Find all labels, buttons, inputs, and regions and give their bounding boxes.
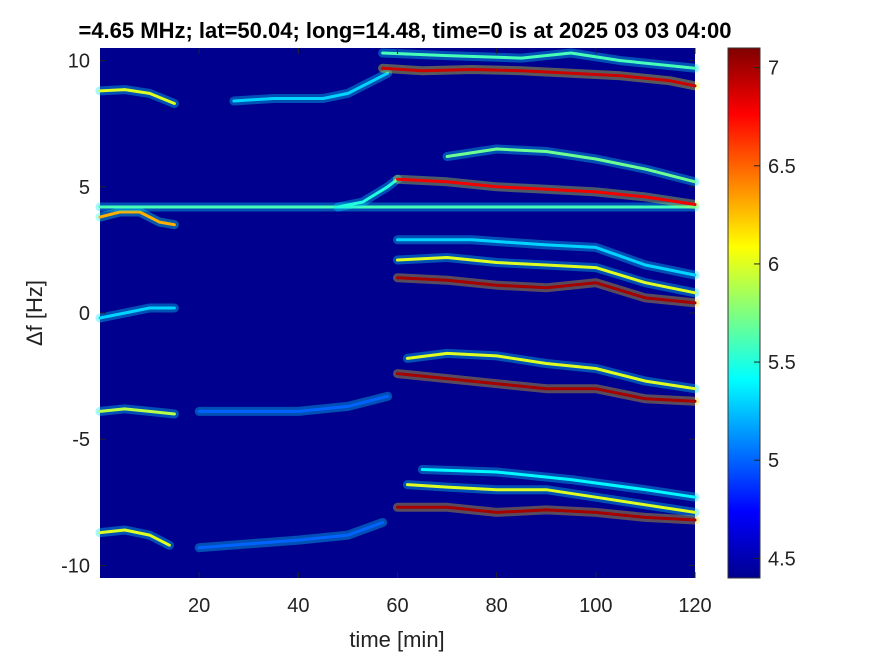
trace-7 bbox=[396, 177, 697, 206]
colorbar-tick-label: 6.5 bbox=[768, 156, 796, 178]
trace-13 bbox=[98, 407, 176, 416]
trace-1 bbox=[232, 71, 390, 103]
trace-8 bbox=[445, 147, 697, 184]
colorbar-tick-label: 6 bbox=[768, 254, 779, 276]
trace-19 bbox=[396, 505, 697, 522]
y-tick-label: -10 bbox=[61, 555, 90, 577]
trace-10 bbox=[396, 276, 697, 305]
y-tick-label: -5 bbox=[72, 429, 90, 451]
trace-17 bbox=[98, 528, 171, 547]
trace-11 bbox=[396, 256, 697, 295]
colorbar-tick-label: 4.5 bbox=[768, 548, 796, 570]
y-axis-ticks: -10 -5 0 5 10 bbox=[61, 51, 695, 577]
x-tick-label: 120 bbox=[678, 595, 711, 617]
colorbar-tick-label: 5 bbox=[768, 450, 779, 472]
y-tick-label: 0 bbox=[79, 303, 90, 325]
colorbar-frame bbox=[727, 47, 761, 579]
trace-9 bbox=[98, 306, 176, 320]
trace-18 bbox=[197, 521, 385, 550]
trace-14 bbox=[197, 394, 390, 413]
trace-15 bbox=[396, 372, 697, 403]
spectrogram-plot bbox=[95, 48, 700, 578]
trace-3 bbox=[381, 51, 697, 70]
x-tick-label: 80 bbox=[486, 595, 508, 617]
x-tick-label: 20 bbox=[188, 595, 210, 617]
colorbar: 4.5 5 5.5 6 6.5 7 bbox=[727, 47, 796, 579]
chart-title: =4.65 MHz; lat=50.04; long=14.48, time=0… bbox=[78, 18, 731, 43]
trace-0 bbox=[98, 88, 176, 105]
colorbar-tick-label: 5.5 bbox=[768, 352, 796, 374]
x-axis-label: time [min] bbox=[349, 627, 444, 652]
plot-background bbox=[100, 48, 695, 578]
x-axis-ticks: 20 40 60 80 100 120 bbox=[188, 48, 712, 617]
trace-20 bbox=[405, 483, 697, 514]
x-tick-label: 60 bbox=[386, 595, 408, 617]
x-tick-label: 40 bbox=[287, 595, 309, 617]
x-tick-label: 100 bbox=[579, 595, 612, 617]
y-tick-label: 10 bbox=[68, 51, 90, 73]
trace-2 bbox=[381, 66, 697, 88]
trace-4 bbox=[98, 210, 176, 227]
spectral-traces bbox=[95, 48, 700, 553]
trace-6 bbox=[336, 177, 399, 209]
trace-12 bbox=[396, 238, 697, 277]
trace-21 bbox=[420, 468, 697, 499]
y-tick-label: 5 bbox=[79, 177, 90, 199]
colorbar-ticks: 4.5 5 5.5 6 6.5 7 bbox=[754, 58, 796, 570]
y-axis-label: Δf [Hz] bbox=[22, 280, 47, 346]
colorbar-tick-label: 7 bbox=[768, 58, 779, 80]
colorbar-gradient bbox=[728, 48, 760, 578]
trace-16 bbox=[405, 351, 697, 391]
